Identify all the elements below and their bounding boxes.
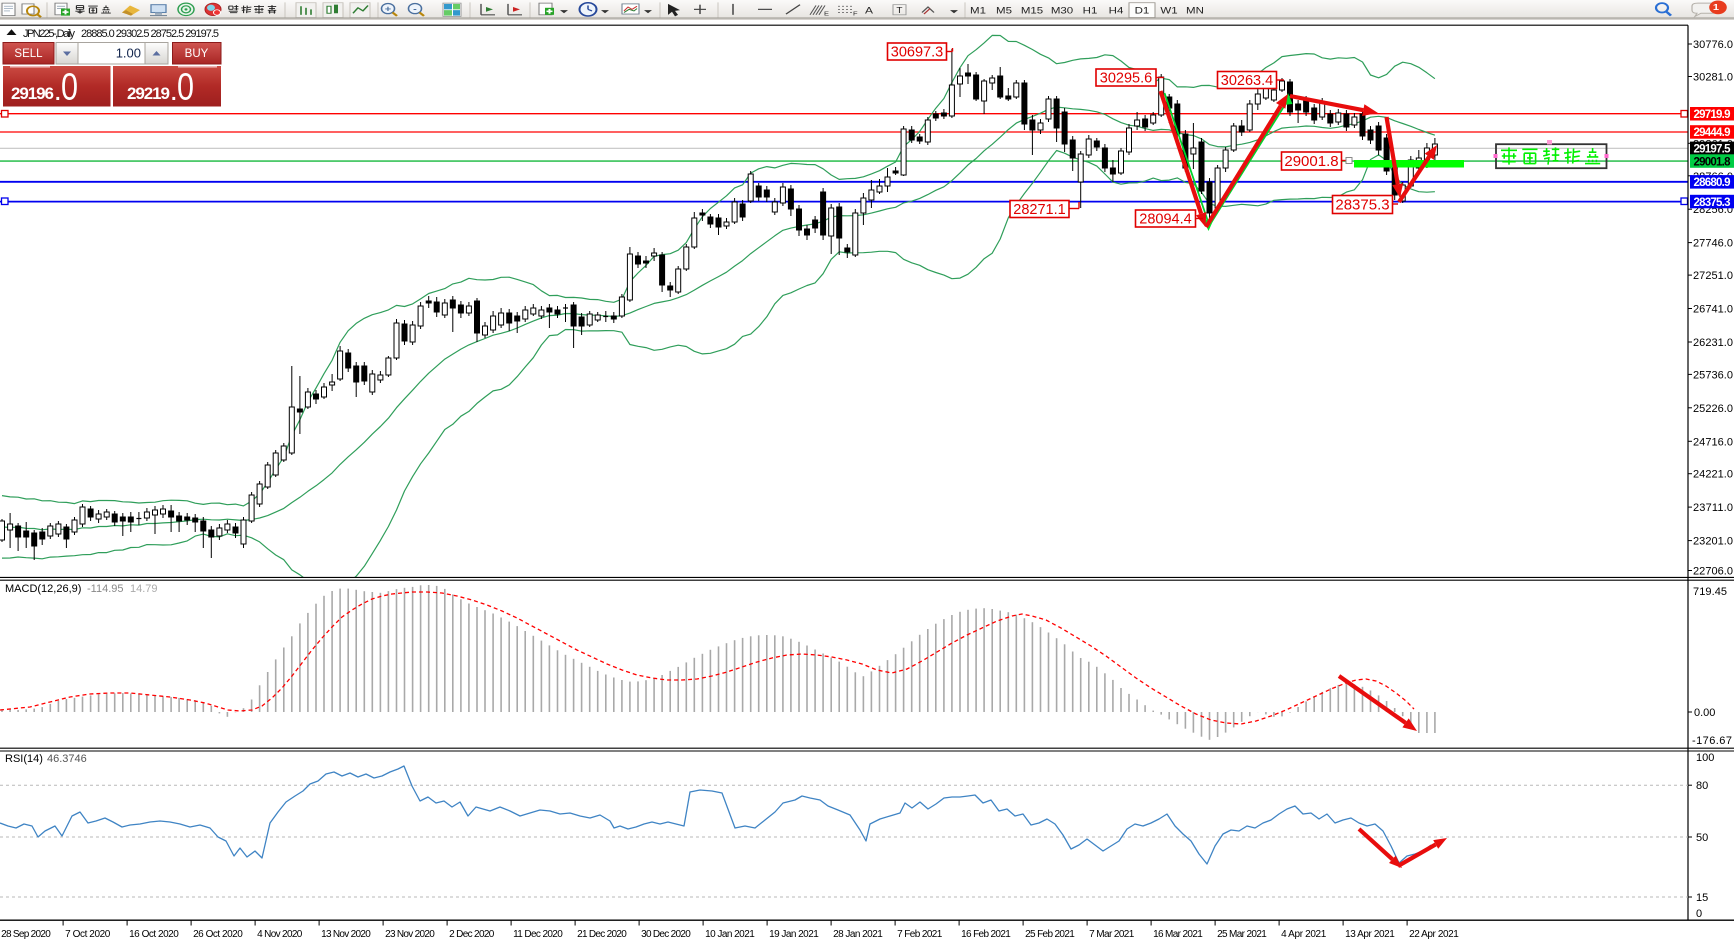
svg-text:11 Dec 2020: 11 Dec 2020 bbox=[513, 929, 563, 940]
svg-text:29219: 29219 bbox=[127, 84, 170, 103]
svg-text:25 Mar 2021: 25 Mar 2021 bbox=[1217, 929, 1267, 940]
svg-text:30263.4: 30263.4 bbox=[1221, 73, 1273, 89]
svg-text:30 Dec 2020: 30 Dec 2020 bbox=[641, 929, 691, 940]
svg-text:25736.0: 25736.0 bbox=[1693, 369, 1733, 381]
svg-text:15: 15 bbox=[1696, 892, 1708, 904]
svg-text:28885.0 29302.5 28752.5 29197.: 28885.0 29302.5 28752.5 29197.5 bbox=[81, 28, 219, 40]
svg-text:100: 100 bbox=[1696, 752, 1714, 764]
svg-text:26231.0: 26231.0 bbox=[1693, 337, 1733, 349]
svg-text:29001.8: 29001.8 bbox=[1284, 153, 1338, 170]
svg-text:M15: M15 bbox=[1021, 6, 1044, 16]
svg-text:28271.1: 28271.1 bbox=[1013, 202, 1065, 218]
svg-text:.: . bbox=[171, 83, 177, 105]
svg-text:1.00: 1.00 bbox=[116, 46, 141, 61]
svg-text:7 Oct 2020: 7 Oct 2020 bbox=[65, 929, 111, 940]
svg-text:46.3746: 46.3746 bbox=[47, 753, 87, 765]
svg-text:-: - bbox=[413, 5, 417, 15]
svg-text:14.79: 14.79 bbox=[130, 583, 158, 595]
svg-text:24716.0: 24716.0 bbox=[1693, 436, 1733, 448]
svg-text:-176.67: -176.67 bbox=[1692, 735, 1732, 747]
svg-text:50: 50 bbox=[1696, 832, 1708, 844]
svg-text:23 Nov 2020: 23 Nov 2020 bbox=[385, 929, 435, 940]
svg-text:25 Feb 2021: 25 Feb 2021 bbox=[1025, 929, 1075, 940]
svg-text:W1: W1 bbox=[1160, 6, 1178, 16]
svg-text:H1: H1 bbox=[1083, 6, 1098, 16]
svg-text:M5: M5 bbox=[996, 6, 1012, 16]
svg-text:MN: MN bbox=[1186, 6, 1204, 16]
svg-text:M1: M1 bbox=[970, 6, 986, 16]
svg-text:4 Nov 2020: 4 Nov 2020 bbox=[257, 929, 303, 940]
svg-text:29197.5: 29197.5 bbox=[1694, 144, 1732, 156]
svg-text:28094.4: 28094.4 bbox=[1139, 212, 1191, 228]
svg-text:16 Feb 2021: 16 Feb 2021 bbox=[961, 929, 1011, 940]
svg-text:29001.8: 29001.8 bbox=[1694, 156, 1732, 168]
svg-text:10 Jan 2021: 10 Jan 2021 bbox=[705, 929, 755, 940]
svg-text:28375.3: 28375.3 bbox=[1694, 197, 1731, 209]
svg-text:1: 1 bbox=[1713, 3, 1720, 13]
svg-text:D1: D1 bbox=[1135, 6, 1150, 16]
svg-text:7 Feb 2021: 7 Feb 2021 bbox=[897, 929, 943, 940]
svg-text:.: . bbox=[55, 83, 61, 105]
svg-text:16 Oct 2020: 16 Oct 2020 bbox=[129, 929, 179, 940]
svg-text:23201.0: 23201.0 bbox=[1693, 536, 1733, 548]
svg-text:30281.0: 30281.0 bbox=[1693, 72, 1733, 84]
svg-text:30295.6: 30295.6 bbox=[1100, 71, 1152, 87]
svg-text:24221.0: 24221.0 bbox=[1693, 469, 1733, 481]
svg-text:0: 0 bbox=[1696, 908, 1702, 920]
svg-text:-114.95: -114.95 bbox=[87, 583, 124, 595]
svg-text:JPN225-,Daily: JPN225-,Daily bbox=[23, 28, 76, 40]
svg-text:719.45: 719.45 bbox=[1693, 586, 1727, 598]
svg-text:T: T bbox=[896, 6, 903, 15]
svg-text:2 Dec 2020: 2 Dec 2020 bbox=[449, 929, 495, 940]
svg-text:29196: 29196 bbox=[11, 84, 54, 103]
svg-text:21 Dec 2020: 21 Dec 2020 bbox=[577, 929, 627, 940]
svg-text:16 Mar 2021: 16 Mar 2021 bbox=[1153, 929, 1203, 940]
svg-text:7 Mar 2021: 7 Mar 2021 bbox=[1089, 929, 1135, 940]
svg-text:F: F bbox=[853, 11, 858, 17]
svg-text:+: + bbox=[385, 5, 392, 15]
svg-text:M30: M30 bbox=[1051, 6, 1074, 16]
svg-text:SELL: SELL bbox=[14, 48, 43, 60]
svg-text:H4: H4 bbox=[1109, 6, 1124, 16]
svg-text:E: E bbox=[824, 11, 830, 17]
svg-text:26 Oct 2020: 26 Oct 2020 bbox=[193, 929, 243, 940]
svg-text:29444.9: 29444.9 bbox=[1694, 127, 1731, 139]
svg-text:0.00: 0.00 bbox=[1694, 707, 1715, 719]
svg-text:0: 0 bbox=[177, 67, 194, 109]
svg-text:29719.9: 29719.9 bbox=[1694, 109, 1731, 121]
svg-text:13 Apr 2021: 13 Apr 2021 bbox=[1345, 929, 1395, 940]
svg-text:A: A bbox=[865, 5, 874, 15]
svg-text:30776.0: 30776.0 bbox=[1693, 39, 1733, 51]
svg-text:22 Apr 2021: 22 Apr 2021 bbox=[1409, 929, 1459, 940]
svg-text:0: 0 bbox=[61, 67, 78, 109]
svg-text:30697.3: 30697.3 bbox=[891, 45, 943, 61]
svg-text:28680.9: 28680.9 bbox=[1694, 177, 1731, 189]
svg-text:MACD(12,26,9): MACD(12,26,9) bbox=[5, 583, 81, 595]
svg-text:25226.0: 25226.0 bbox=[1693, 403, 1733, 415]
svg-text:28375.3: 28375.3 bbox=[1335, 197, 1389, 214]
svg-text:27251.0: 27251.0 bbox=[1693, 270, 1733, 282]
svg-text:23711.0: 23711.0 bbox=[1693, 502, 1733, 514]
svg-text:26741.0: 26741.0 bbox=[1693, 304, 1733, 316]
svg-text:27746.0: 27746.0 bbox=[1693, 238, 1733, 250]
svg-text:28 Jan 2021: 28 Jan 2021 bbox=[833, 929, 883, 940]
svg-text:80: 80 bbox=[1696, 780, 1708, 792]
svg-text:22706.0: 22706.0 bbox=[1693, 566, 1733, 578]
svg-text:28 Sep 2020: 28 Sep 2020 bbox=[1, 929, 51, 940]
svg-text:BUY: BUY bbox=[185, 48, 209, 60]
svg-text:4 Apr 2021: 4 Apr 2021 bbox=[1281, 929, 1327, 940]
svg-text:13 Nov 2020: 13 Nov 2020 bbox=[321, 929, 371, 940]
svg-text:19 Jan 2021: 19 Jan 2021 bbox=[769, 929, 819, 940]
svg-text:RSI(14): RSI(14) bbox=[5, 753, 43, 765]
